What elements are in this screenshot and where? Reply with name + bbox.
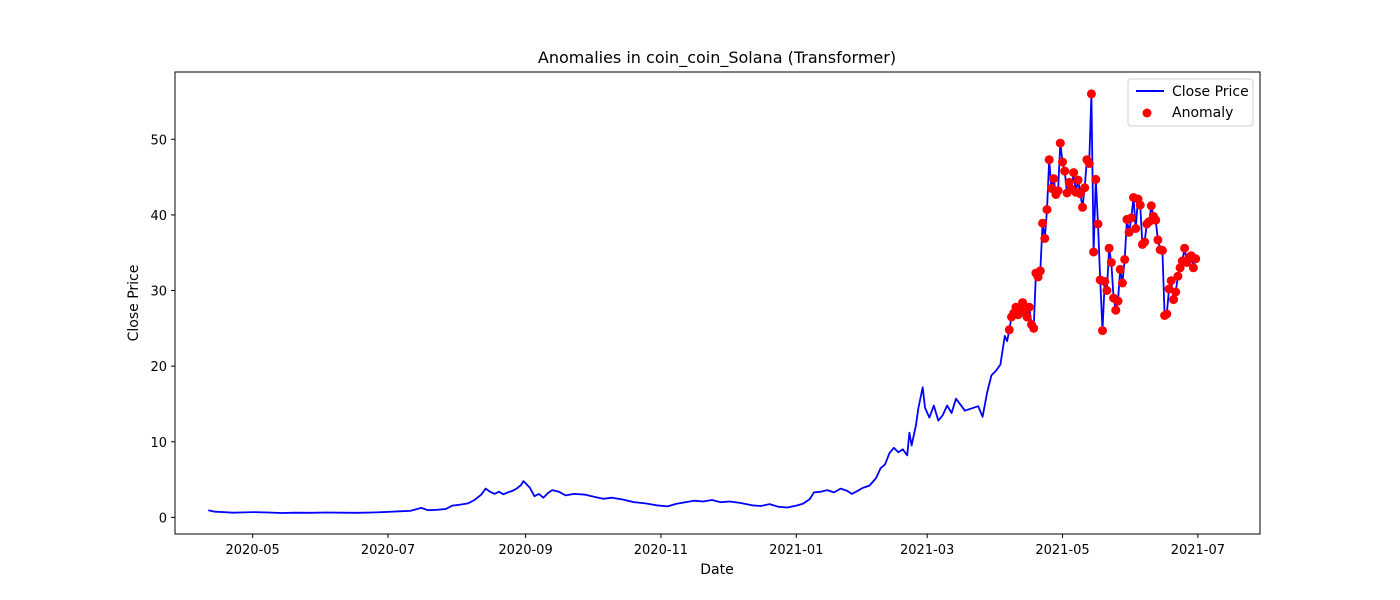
anomaly-point [1166, 276, 1176, 286]
anomaly-point [1073, 175, 1083, 185]
anomaly-point [1084, 159, 1094, 168]
y-tick-label: 10 [150, 436, 167, 451]
anomaly-point [1091, 174, 1101, 184]
anomaly-point [1131, 224, 1141, 233]
x-tick-label: 2020-09 [498, 543, 552, 558]
anomaly-point [1078, 202, 1087, 212]
x-tick-label: 2020-05 [225, 543, 279, 558]
y-tick-label: 0 [159, 511, 167, 526]
anomaly-point [1038, 218, 1048, 228]
y-tick-label: 50 [150, 133, 167, 148]
anomaly-point [1164, 284, 1174, 294]
anomaly-point [1080, 183, 1090, 193]
x-tick-label: 2020-11 [634, 543, 688, 558]
anomaly-point [1049, 174, 1059, 184]
anomaly-point [1004, 325, 1014, 335]
anomaly-point [1146, 201, 1156, 211]
anomaly-point [1053, 186, 1063, 196]
anomaly-point [1113, 296, 1123, 306]
anomaly-point [1124, 227, 1134, 237]
anomaly-point [1175, 263, 1185, 273]
anomaly-point [1126, 213, 1136, 223]
x-tick-label: 2021-07 [1171, 543, 1225, 558]
anomaly-point [1058, 157, 1067, 167]
anomaly-point [1093, 219, 1103, 229]
anomaly-point [1153, 235, 1163, 245]
anomaly-point [1157, 245, 1167, 255]
anomaly-point [1060, 166, 1070, 176]
anomaly-point [1106, 258, 1116, 267]
anomaly-point [1104, 243, 1114, 253]
anomaly-point [1089, 247, 1099, 257]
anomaly-point [1029, 323, 1039, 333]
plot-area [174, 71, 1261, 535]
chart-title: Anomalies in coin_coin_Solana (Transform… [538, 48, 896, 68]
anomaly-point [1117, 278, 1127, 288]
y-tick-label: 40 [150, 209, 167, 224]
anomaly-point [1055, 138, 1065, 148]
anomaly-point [1035, 266, 1045, 276]
anomaly-point [1151, 215, 1161, 225]
legend-label-anomaly: Anomaly [1172, 105, 1233, 121]
anomaly-point [1135, 200, 1145, 210]
anomaly-point [1173, 271, 1183, 281]
legend-label-close-price: Close Price [1172, 84, 1249, 100]
anomaly-point [1162, 309, 1172, 319]
anomaly-point [1069, 168, 1079, 178]
legend-anomaly-swatch [1142, 108, 1152, 118]
anomaly-points [1004, 89, 1201, 336]
axes-frame [174, 71, 1261, 535]
x-axis: 2020-05 2020-07 2020-09 2020-11 2021-01 2021-… [225, 534, 1225, 558]
anomaly-point [1024, 302, 1034, 312]
anomaly-point [1111, 305, 1121, 315]
anomaly-point [1098, 326, 1107, 336]
y-axis-label: Close Price [126, 265, 142, 342]
anomaly-point [1115, 264, 1125, 274]
y-axis: 0 10 20 30 40 50 [150, 133, 175, 526]
anomaly-point [1102, 286, 1112, 295]
anomaly-point [1188, 263, 1198, 273]
x-tick-label: 2021-01 [769, 543, 823, 558]
anomaly-point [1171, 287, 1181, 297]
anomaly-point [1086, 89, 1096, 99]
anomaly-point [1120, 255, 1130, 264]
anomaly-point [1018, 298, 1028, 308]
anomaly-point [1180, 243, 1190, 253]
anomaly-point [1040, 233, 1050, 243]
x-tick-label: 2021-03 [900, 543, 954, 558]
y-tick-label: 20 [150, 360, 167, 375]
y-tick-label: 30 [150, 285, 167, 300]
legend: Close Price Anomaly [1127, 78, 1254, 127]
x-axis-label: Date [700, 562, 733, 578]
x-tick-label: 2020-07 [361, 543, 415, 558]
anomaly-point [1044, 155, 1054, 165]
anomaly-point [1191, 254, 1201, 264]
anomaly-point [1169, 295, 1178, 305]
anomaly-point [1140, 237, 1150, 247]
anomaly-point [1064, 177, 1074, 187]
anomaly-point [1100, 277, 1110, 286]
anomaly-point [1022, 312, 1032, 322]
x-tick-label: 2021-05 [1035, 543, 1089, 558]
anomaly-point [1042, 205, 1052, 215]
